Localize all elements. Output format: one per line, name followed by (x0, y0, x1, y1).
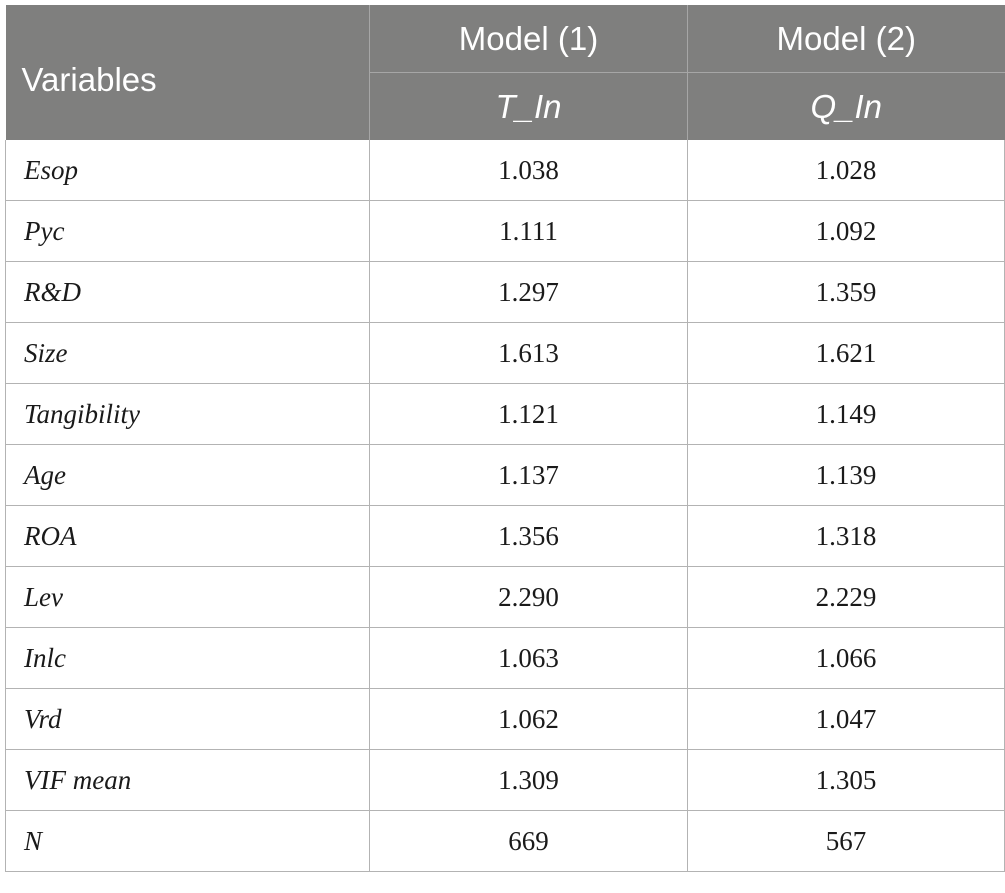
table-header: Variables Model (1) Model (2) T_In Q_In (5, 5, 1005, 140)
table-row: Size 1.613 1.621 (5, 322, 1005, 384)
model1-header: Model (1) (369, 5, 688, 73)
variable-name-cell: ROA (5, 505, 370, 567)
model1-value-cell: 2.290 (369, 566, 688, 628)
variable-name-cell: Vrd (5, 688, 370, 750)
variable-name-cell: Size (5, 322, 370, 384)
model2-value-cell: 1.028 (687, 140, 1005, 201)
table-row: Vrd 1.062 1.047 (5, 688, 1005, 750)
table-row: R&D 1.297 1.359 (5, 261, 1005, 323)
model1-value-cell: 1.613 (369, 322, 688, 384)
variable-name-cell: Tangibility (5, 383, 370, 445)
model2-header: Model (2) (687, 5, 1005, 73)
model2-value-cell: 1.047 (687, 688, 1005, 750)
variable-name-cell: Age (5, 444, 370, 506)
model2-value-cell: 2.229 (687, 566, 1005, 628)
model1-value-cell: 1.062 (369, 688, 688, 750)
table-row: ROA 1.356 1.318 (5, 505, 1005, 567)
model2-value-cell: 1.149 (687, 383, 1005, 445)
model1-value-cell: 669 (369, 810, 688, 872)
variable-name-cell: VIF mean (5, 749, 370, 811)
model1-value-cell: 1.063 (369, 627, 688, 689)
table-row: Pyc 1.111 1.092 (5, 200, 1005, 262)
model2-value-cell: 1.305 (687, 749, 1005, 811)
model1-value-cell: 1.137 (369, 444, 688, 506)
variables-header: Variables (5, 5, 370, 140)
model1-value-cell: 1.356 (369, 505, 688, 567)
vif-table: Variables Model (1) Model (2) T_In Q_In … (5, 5, 1005, 872)
model1-value-cell: 1.309 (369, 749, 688, 811)
header-row-dependent-vars: T_In Q_In (6, 72, 1005, 140)
variable-name-cell: Pyc (5, 200, 370, 262)
table-row: Inlc 1.063 1.066 (5, 627, 1005, 689)
variable-name-cell: Lev (5, 566, 370, 628)
model2-value-cell: 1.359 (687, 261, 1005, 323)
model2-value-cell: 1.621 (687, 322, 1005, 384)
variable-name-cell: N (5, 810, 370, 872)
table-row: Age 1.137 1.139 (5, 444, 1005, 506)
variable-name-cell: Inlc (5, 627, 370, 689)
table-row: VIF mean 1.309 1.305 (5, 749, 1005, 811)
variable-name-cell: Esop (5, 140, 370, 201)
header-row-models: Variables Model (1) Model (2) (5, 5, 1005, 140)
table-row: Tangibility 1.121 1.149 (5, 383, 1005, 445)
model2-value-cell: 1.139 (687, 444, 1005, 506)
table-row: N 669 567 (5, 810, 1005, 872)
model1-dependent-var: T_In (369, 72, 688, 140)
table-row: Lev 2.290 2.229 (5, 566, 1005, 628)
model2-value-cell: 567 (687, 810, 1005, 872)
model2-dependent-var: Q_In (687, 72, 1005, 140)
model1-value-cell: 1.038 (369, 140, 688, 201)
table-row: Esop 1.038 1.028 (5, 140, 1005, 201)
model2-value-cell: 1.318 (687, 505, 1005, 567)
model1-value-cell: 1.297 (369, 261, 688, 323)
table-body: Esop 1.038 1.028 Pyc 1.111 1.092 R&D 1.297 1.359… (5, 140, 1005, 872)
model1-value-cell: 1.121 (369, 383, 688, 445)
model2-value-cell: 1.092 (687, 200, 1005, 262)
model2-value-cell: 1.066 (687, 627, 1005, 689)
variable-name-cell: R&D (5, 261, 370, 323)
model1-value-cell: 1.111 (369, 200, 688, 262)
